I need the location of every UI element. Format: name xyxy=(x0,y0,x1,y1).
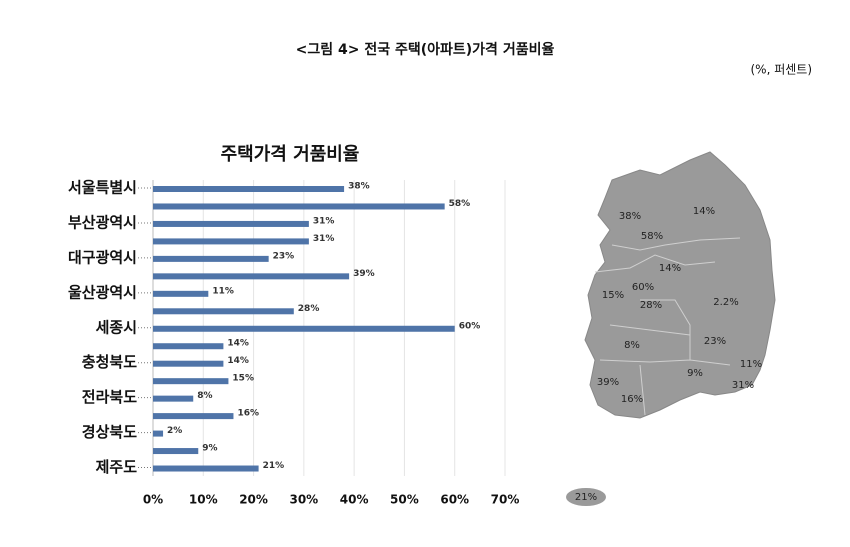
x-tick-label: 60% xyxy=(440,493,469,507)
x-tick-label: 0% xyxy=(143,493,163,507)
map-label: 38% xyxy=(619,211,641,222)
unit-note: (%, 퍼센트) xyxy=(750,63,812,77)
value-label: 39% xyxy=(353,269,375,279)
value-label: 58% xyxy=(449,199,471,209)
map-label: 9% xyxy=(687,368,703,379)
bar xyxy=(153,413,234,420)
map-land xyxy=(584,151,776,419)
bar xyxy=(153,273,350,280)
x-tick-label: 20% xyxy=(239,493,268,507)
value-label: 60% xyxy=(459,321,481,331)
x-tick-label: 40% xyxy=(340,493,369,507)
bar xyxy=(153,238,309,245)
map-borders xyxy=(594,237,741,416)
value-label: 15% xyxy=(232,374,254,384)
bar xyxy=(153,325,455,332)
y-tick-label: 대구광역시 xyxy=(68,248,137,266)
value-label: 31% xyxy=(313,216,335,226)
value-label: 31% xyxy=(313,234,335,244)
map-label: 15% xyxy=(602,290,624,301)
bar xyxy=(153,430,164,437)
x-tick-label: 10% xyxy=(189,493,218,507)
map-label: 58% xyxy=(641,231,663,242)
map-label: 16% xyxy=(621,394,643,405)
map-label: 31% xyxy=(732,380,754,391)
bar xyxy=(153,360,224,367)
value-label: 8% xyxy=(197,391,212,401)
bar xyxy=(153,186,345,192)
map-label: 21% xyxy=(575,492,597,503)
value-label: 21% xyxy=(263,461,285,471)
page-title: <그림 4> 전국 주택(아파트)가격 거품비율 xyxy=(296,41,555,58)
map-label: 2.2% xyxy=(713,297,738,308)
bar xyxy=(153,395,194,402)
x-tick-label: 70% xyxy=(491,493,520,507)
value-label: 14% xyxy=(227,356,249,366)
map-jeju xyxy=(566,488,606,506)
bar xyxy=(153,290,209,297)
chart-title: 주택가격 거품비율 xyxy=(221,144,360,165)
value-label: 9% xyxy=(202,444,217,454)
y-tick-label: 충청북도 xyxy=(82,353,137,371)
bar xyxy=(153,308,294,315)
map-label: 8% xyxy=(624,340,640,351)
y-tick-label: 부산광역시 xyxy=(68,213,137,231)
map xyxy=(566,151,776,506)
map-label: 23% xyxy=(704,336,726,347)
value-label: 11% xyxy=(212,286,234,296)
bar xyxy=(153,465,259,472)
y-tick-label: 경상북도 xyxy=(82,423,137,441)
bar xyxy=(153,220,309,227)
value-label: 28% xyxy=(298,304,320,314)
map-label: 14% xyxy=(659,263,681,274)
y-tick-label: 제주도 xyxy=(96,458,138,476)
value-label: 16% xyxy=(237,409,259,419)
map-label: 60% xyxy=(632,282,654,293)
map-label: 11% xyxy=(740,359,762,370)
value-label: 2% xyxy=(167,426,182,436)
map-label: 39% xyxy=(597,377,619,388)
x-tick-label: 30% xyxy=(289,493,318,507)
y-tick-label: 세종시 xyxy=(96,318,137,336)
map-label: 14% xyxy=(693,206,715,217)
y-tick-label: 서울특별시 xyxy=(68,179,137,197)
bar xyxy=(153,343,224,350)
bar xyxy=(153,203,445,210)
bar xyxy=(153,448,199,455)
y-tick-label: 전라북도 xyxy=(82,388,137,406)
x-tick-label: 50% xyxy=(390,493,419,507)
value-label: 14% xyxy=(227,339,249,349)
bar xyxy=(153,255,269,262)
value-label: 38% xyxy=(348,182,370,192)
y-tick-label: 울산광역시 xyxy=(68,283,137,301)
bar xyxy=(153,378,229,385)
value-label: 23% xyxy=(273,251,295,261)
map-label: 28% xyxy=(640,300,662,311)
